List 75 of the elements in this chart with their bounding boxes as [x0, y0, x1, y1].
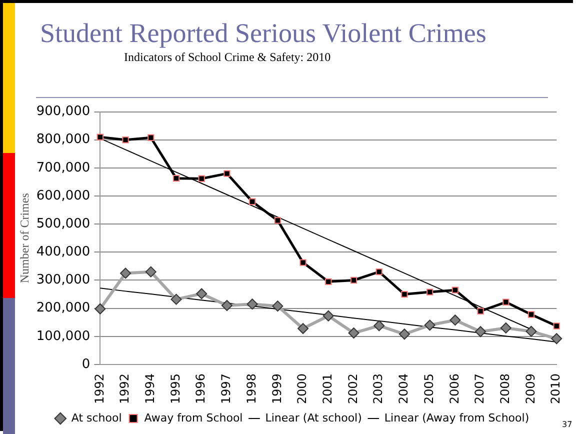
x-tick-label: 1998 [244, 373, 258, 404]
y-tick-label: 800,000 [36, 132, 90, 148]
point [170, 294, 182, 305]
point [376, 268, 382, 276]
y-tick-label: 300,000 [36, 272, 90, 288]
x-tick-label: 1996 [194, 373, 208, 404]
x-tick-label: 1999 [270, 373, 284, 404]
y-tick-label: 400,000 [36, 244, 90, 260]
x-tick-label: 1997 [219, 373, 234, 404]
point [248, 198, 256, 205]
x-tick-label: 2007 [472, 373, 487, 404]
point [221, 300, 232, 312]
point [452, 286, 458, 294]
x-tick-label: 2003 [371, 373, 386, 404]
point [145, 266, 156, 278]
x-tick-label: 2001 [320, 373, 335, 404]
x-tick-label: 1995 [168, 373, 182, 404]
point [96, 134, 104, 140]
point [325, 278, 332, 285]
point [198, 175, 205, 182]
point [224, 170, 230, 177]
legend-label: Away from School [144, 411, 243, 424]
point [424, 320, 436, 331]
y-tick-label: 200,000 [36, 300, 90, 316]
point [553, 322, 560, 330]
point [528, 311, 535, 318]
point [94, 303, 106, 314]
x-tick-label: 1992 [118, 373, 132, 404]
point [348, 328, 360, 339]
point [500, 322, 512, 334]
point [246, 298, 258, 310]
point [475, 326, 486, 338]
point [274, 217, 281, 224]
point [272, 300, 284, 312]
point [196, 288, 208, 300]
point [148, 134, 154, 141]
point [477, 308, 484, 314]
x-tick-label: 2008 [498, 373, 512, 404]
point [426, 288, 434, 296]
point [122, 136, 129, 144]
point [502, 298, 510, 306]
point [172, 175, 180, 182]
x-tick-label: 2006 [447, 373, 462, 404]
point [398, 328, 410, 340]
x-tick-label: 2009 [523, 373, 538, 404]
legend-label: Linear (Away from School) [384, 411, 530, 424]
legend-label: Linear (At school) [265, 411, 362, 424]
x-tick-label: 2002 [346, 373, 360, 404]
y-tick-label: 900,000 [36, 104, 90, 120]
point [526, 326, 537, 337]
chart-subtitle: Indicators of School Crime & Safety: 2010 [124, 50, 331, 65]
point [374, 320, 385, 332]
y-axis-title: Number of Crimes [17, 192, 32, 284]
point [300, 259, 306, 266]
x-tick-label: 2000 [295, 373, 310, 404]
y-tick-label: 600,000 [36, 188, 90, 204]
x-tick-label: 2010 [548, 373, 563, 404]
chart-title: Student Reported Serious Violent Crimes [40, 18, 486, 49]
point [450, 314, 461, 326]
point [551, 333, 562, 344]
legend-label: At school [71, 411, 122, 424]
y-tick-label: 0 [82, 356, 90, 372]
point [298, 323, 309, 334]
x-tick-label: 2004 [396, 373, 411, 404]
x-tick-label: 1992 [92, 373, 106, 404]
text: 37 [562, 420, 572, 429]
y-tick-label: 100,000 [36, 328, 90, 344]
y-tick-label: 500,000 [36, 216, 90, 232]
x-tick-label: 2005 [422, 373, 436, 404]
point [350, 276, 358, 284]
point [322, 310, 334, 322]
point [401, 290, 408, 298]
point [120, 268, 132, 279]
y-tick-label: 700,000 [36, 160, 90, 176]
x-tick-label: 1994 [143, 373, 157, 404]
